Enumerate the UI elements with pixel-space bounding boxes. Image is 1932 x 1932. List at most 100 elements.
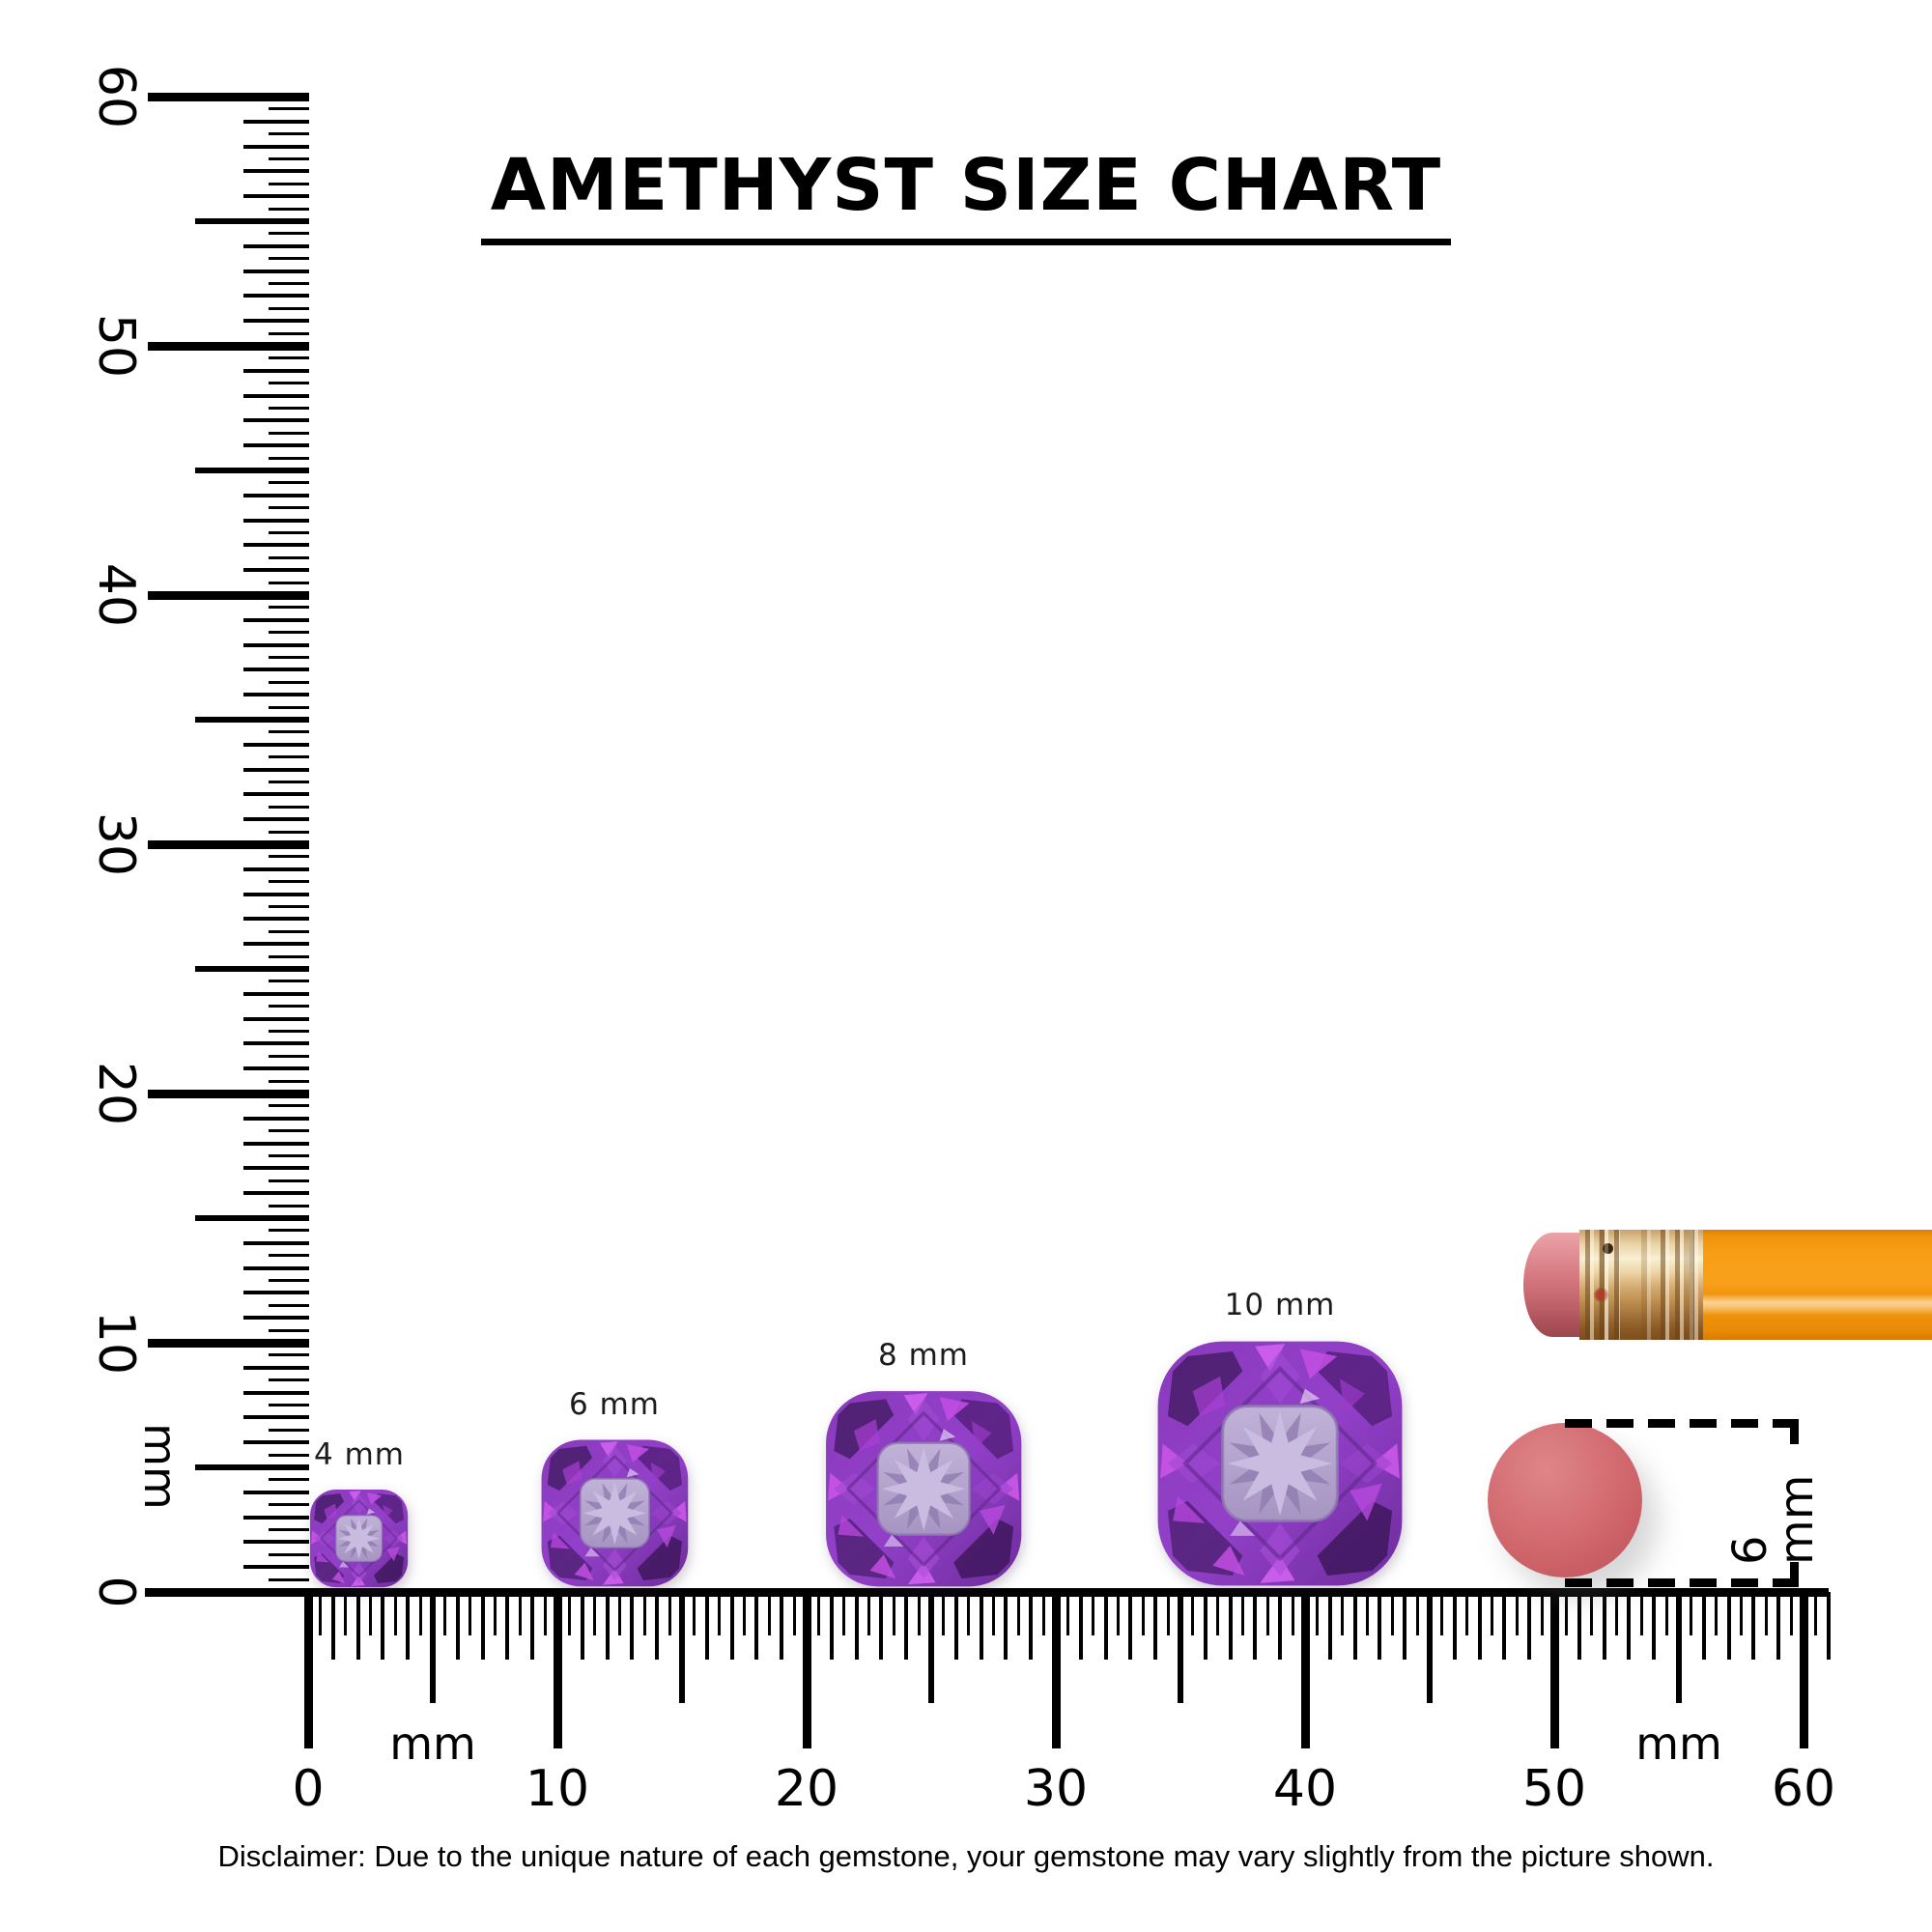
ruler-tick (942, 1592, 946, 1635)
ruler-tick (243, 194, 309, 199)
ruler-tick (729, 1592, 734, 1660)
ruler-tick (269, 1005, 309, 1009)
ruler-tick (243, 617, 309, 622)
ruler-tick (967, 1592, 971, 1635)
ruler-tick (979, 1592, 983, 1660)
ruler-unit-label: mm (1635, 1718, 1722, 1770)
ruler-tick (418, 1592, 422, 1635)
ruler-tick (1403, 1592, 1407, 1660)
ruler-tick (243, 1515, 309, 1520)
amethyst-gem-image (1155, 1339, 1405, 1588)
ruler-tick (269, 781, 309, 783)
disclaimer-text: Disclaimer: Due to the unique nature of … (217, 1839, 1715, 1873)
ruler-tick (269, 1030, 309, 1033)
ruler-tick (494, 1592, 497, 1635)
ruler-tick (269, 1428, 309, 1432)
ruler-tick (393, 1592, 397, 1635)
ruler-number: 60 (87, 64, 145, 129)
ruler-tick (817, 1592, 821, 1635)
ruler-tick (1366, 1592, 1369, 1635)
page-title-text: AMETHYST SIZE CHART (480, 146, 1452, 246)
ruler-tick (269, 1179, 309, 1182)
ruler-tick (269, 1378, 309, 1382)
ruler-tick (269, 1129, 309, 1133)
ruler-tick (1440, 1592, 1444, 1635)
ruler-tick (381, 1592, 385, 1660)
ruler-tick (243, 1365, 309, 1370)
ruler-tick (1776, 1592, 1781, 1660)
ruler-number: 60 (1771, 1760, 1836, 1818)
ruler-tick (269, 407, 309, 410)
ruler-tick (148, 1089, 309, 1098)
ruler-tick (1715, 1592, 1719, 1635)
ruler-tick (243, 443, 309, 448)
ruler-tick (269, 1303, 309, 1307)
ruler-tick (1253, 1592, 1258, 1660)
ruler-tick (1291, 1592, 1294, 1635)
ruler-tick (269, 481, 309, 485)
ruler-tick (269, 980, 309, 983)
ruler-tick (767, 1592, 771, 1635)
ruler-tick (269, 1453, 309, 1457)
ruler-tick (992, 1592, 995, 1635)
ruler-tick (1103, 1592, 1108, 1660)
ruler-tick (1153, 1592, 1158, 1660)
ruler-tick (455, 1592, 460, 1660)
ruler-tick (243, 269, 309, 273)
ruler-tick (269, 382, 309, 385)
ruler-tick (1300, 1592, 1310, 1748)
ruler-tick (1004, 1592, 1009, 1660)
ruler-number: 50 (1521, 1760, 1587, 1818)
ruler-tick (243, 1316, 309, 1321)
ruler-tick (243, 1041, 309, 1046)
ruler-tick (243, 1141, 309, 1146)
ruler-tick (269, 1478, 309, 1482)
ruler-tick (269, 132, 309, 136)
ruler-tick (269, 1154, 309, 1157)
ruler-tick (1789, 1592, 1793, 1635)
ruler-tick (148, 839, 309, 849)
ruler-tick (829, 1592, 834, 1660)
ruler-tick (243, 991, 309, 996)
ruler-tick (917, 1592, 921, 1635)
ruler-tick (319, 1592, 323, 1635)
ruler-tick (1278, 1592, 1283, 1660)
ruler-tick (928, 1592, 934, 1703)
ruler-tick (243, 294, 309, 298)
ruler-tick (243, 742, 309, 747)
ruler-tick (269, 805, 309, 809)
ruler-tick (1390, 1592, 1394, 1635)
ruler-tick (195, 468, 309, 473)
ruler-tick (1799, 1592, 1808, 1748)
ruler-tick (195, 717, 309, 723)
ruler-tick (1041, 1592, 1045, 1635)
ruler-tick (243, 518, 309, 523)
ruler-tick (543, 1592, 547, 1635)
ruler-tick (1265, 1592, 1269, 1635)
ruler-tick (1549, 1592, 1559, 1748)
ruler-tick (243, 1390, 309, 1395)
ruler-tick (243, 1291, 309, 1295)
ruler-tick (269, 730, 309, 734)
ruler-number: 20 (87, 1061, 145, 1126)
ruler-tick (693, 1592, 696, 1635)
ruler-tick (243, 1415, 309, 1420)
ruler-tick (269, 581, 309, 584)
ruler-tick (243, 892, 309, 896)
ruler-number: 40 (87, 562, 145, 628)
ruler-tick (269, 431, 309, 435)
ruler-tick (1502, 1592, 1507, 1660)
ruler-number: 10 (525, 1760, 590, 1818)
amethyst-gem-image (309, 1489, 409, 1588)
pencil-body (1703, 1230, 1932, 1340)
ruler-tick (630, 1592, 635, 1660)
ruler-tick (1540, 1592, 1544, 1635)
ruler-tick (243, 917, 309, 922)
ruler-number: 50 (87, 313, 145, 379)
ruler-tick (269, 1079, 309, 1083)
ruler-tick (593, 1592, 597, 1635)
ruler-tick (1701, 1592, 1706, 1660)
ruler-tick (1577, 1592, 1581, 1660)
ruler-tick (1491, 1592, 1493, 1635)
